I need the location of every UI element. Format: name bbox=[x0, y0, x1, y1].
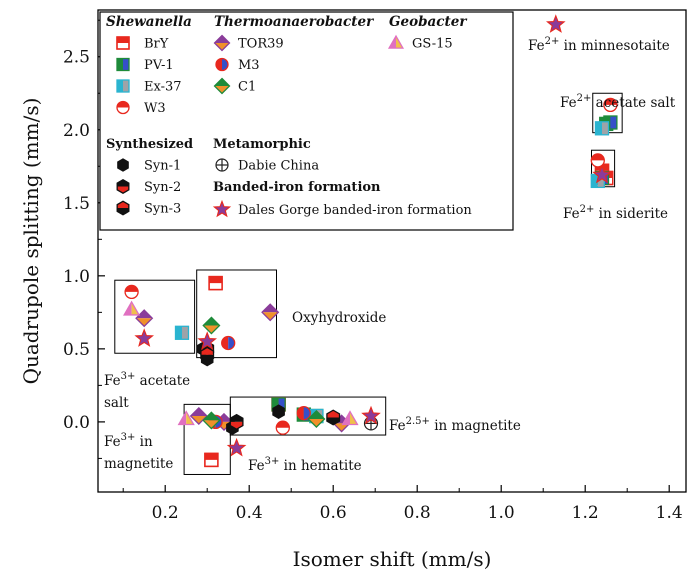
legend-marker bbox=[213, 34, 231, 52]
legend-label: Ex-37 bbox=[144, 80, 182, 95]
y-axis-title: Quadrupole splitting (mm/s) bbox=[19, 98, 43, 385]
annotation-label: Oxyhydroxide bbox=[292, 310, 386, 326]
data-point bbox=[307, 409, 326, 429]
legend-marker bbox=[116, 79, 130, 93]
x-tick-label: 0.8 bbox=[404, 503, 431, 523]
data-point bbox=[197, 331, 218, 350]
y-tick-label: 0.0 bbox=[63, 413, 90, 433]
data-point bbox=[134, 328, 155, 347]
data-point bbox=[204, 452, 219, 468]
annotation-label: Fe3+ acetate bbox=[104, 371, 190, 389]
data-point bbox=[208, 275, 223, 291]
legend-label: BrY bbox=[144, 37, 169, 52]
data-point bbox=[202, 411, 221, 430]
legend-label: Syn-2 bbox=[144, 180, 181, 195]
data-point bbox=[594, 121, 610, 136]
y-tick-label: 2.5 bbox=[63, 48, 90, 68]
legend-marker bbox=[387, 34, 405, 49]
annotation-label: Fe2+ acetate salt bbox=[560, 93, 676, 111]
data-point bbox=[275, 420, 290, 435]
data-point bbox=[200, 346, 215, 363]
data-point bbox=[202, 316, 221, 335]
data-point bbox=[174, 325, 190, 340]
plot-frame bbox=[97, 9, 687, 493]
y-tick-label: 2.0 bbox=[63, 121, 90, 141]
legend-label: Syn-1 bbox=[144, 159, 181, 174]
legend-label: Syn-3 bbox=[144, 202, 181, 217]
legend-label: Dales Gorge banded-iron formation bbox=[238, 203, 472, 218]
legend-label: Dabie China bbox=[238, 159, 319, 174]
legend-marker bbox=[212, 199, 232, 218]
legend-marker bbox=[116, 100, 130, 115]
annotation-label: Fe2+ in minnesotaite bbox=[528, 36, 670, 54]
legend-marker bbox=[213, 77, 231, 95]
legend-heading: Thermoanaerobacter bbox=[214, 14, 374, 30]
series-c1 bbox=[202, 316, 326, 430]
x-tick-label: 1.2 bbox=[572, 503, 599, 523]
data-point bbox=[592, 164, 612, 184]
legend-heading: Geobacter bbox=[389, 14, 467, 30]
legend-label: PV-1 bbox=[144, 58, 174, 73]
y-tick-label: 1.0 bbox=[63, 267, 90, 287]
data-point bbox=[189, 406, 208, 426]
legend: Shewanella BrY PV-1 Ex-37 W3 Thermoanaerobact… bbox=[99, 11, 514, 231]
legend-heading: Shewanella bbox=[106, 14, 192, 30]
data-point bbox=[135, 309, 154, 328]
legend-heading: Banded-iron formation bbox=[213, 180, 381, 195]
data-point bbox=[341, 410, 359, 426]
data-point bbox=[590, 153, 605, 168]
x-tick-label: 0.4 bbox=[236, 503, 263, 523]
legend-heading: Metamorphic bbox=[213, 137, 311, 152]
legend-label: GS-15 bbox=[412, 37, 453, 52]
x-tick-label: 1.0 bbox=[488, 503, 515, 523]
data-point bbox=[124, 284, 139, 300]
group-box bbox=[114, 279, 196, 354]
data-point bbox=[226, 437, 247, 457]
series-dales-gorge-banded-iron-formation bbox=[134, 14, 612, 457]
legend-heading: Synthesized bbox=[106, 137, 193, 152]
annotation-label: magnetite bbox=[104, 456, 173, 472]
legend-label: TOR39 bbox=[238, 37, 284, 52]
legend-marker bbox=[116, 57, 130, 72]
legend-frame bbox=[99, 11, 514, 231]
group-box bbox=[229, 396, 387, 436]
data-point bbox=[361, 405, 381, 425]
data-point bbox=[272, 404, 285, 419]
y-tick-label: 1.5 bbox=[63, 194, 90, 214]
data-point bbox=[326, 409, 341, 426]
x-tick-label: 0.2 bbox=[152, 503, 179, 523]
x-tick-label: 0.6 bbox=[320, 503, 347, 523]
legend-marker bbox=[116, 179, 130, 194]
annotation-label: Fe3+ in bbox=[104, 432, 153, 450]
y-tick-label: 0.5 bbox=[63, 340, 90, 360]
annotation-label: Fe2.5+ in magnetite bbox=[389, 416, 521, 434]
legend-marker bbox=[116, 36, 130, 50]
annotation-label: salt bbox=[104, 395, 129, 411]
data-point bbox=[123, 300, 141, 316]
series-syn-3 bbox=[200, 346, 341, 426]
data-point bbox=[545, 14, 566, 33]
annotation-label: Fe2+ in siderite bbox=[563, 204, 668, 222]
x-axis-title: Isomer shift (mm/s) bbox=[293, 547, 492, 571]
x-tick-label: 1.4 bbox=[656, 503, 683, 523]
data-point bbox=[229, 413, 244, 430]
legend-marker bbox=[117, 158, 129, 172]
legend-label: W3 bbox=[144, 101, 166, 116]
legend-label: M3 bbox=[238, 58, 260, 73]
legend-marker bbox=[215, 158, 229, 172]
annotation-label: Fe3+ in hematite bbox=[248, 456, 362, 474]
data-point bbox=[603, 97, 618, 113]
legend-marker bbox=[215, 57, 229, 72]
legend-marker bbox=[116, 200, 130, 216]
group-box bbox=[183, 403, 231, 475]
legend-label: C1 bbox=[238, 80, 256, 95]
data-point bbox=[261, 303, 280, 322]
data-point bbox=[177, 410, 195, 426]
data-point bbox=[296, 405, 311, 421]
series-gs-15 bbox=[123, 300, 359, 426]
series-w3 bbox=[124, 97, 618, 435]
data-point bbox=[221, 335, 236, 351]
